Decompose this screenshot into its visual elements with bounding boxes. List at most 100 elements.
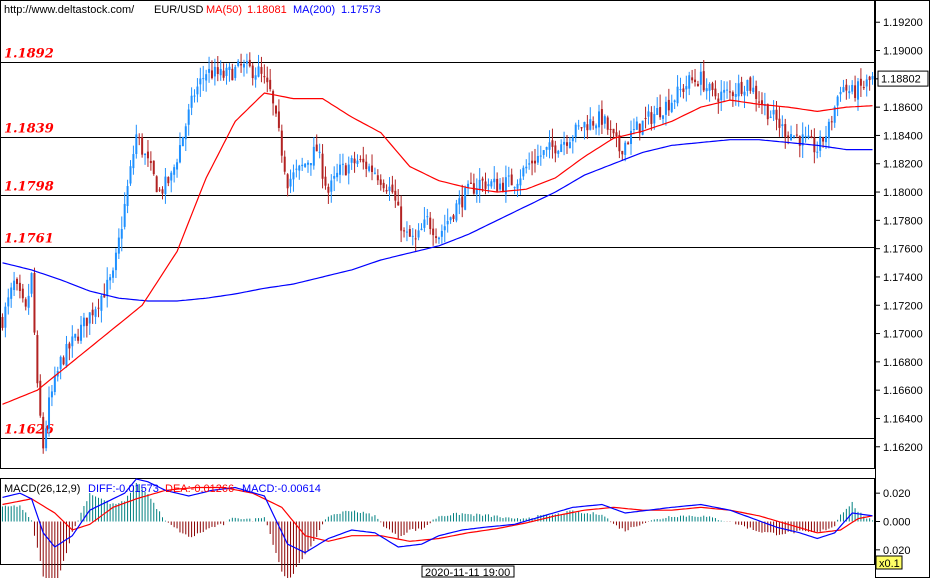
macd-diff-line bbox=[2, 478, 873, 554]
candle bbox=[851, 80, 854, 95]
price-tick-label: 1.18200 bbox=[883, 159, 923, 171]
candle bbox=[723, 81, 726, 103]
candle bbox=[10, 282, 13, 308]
candle bbox=[129, 160, 132, 186]
candle bbox=[330, 174, 333, 203]
candle bbox=[542, 150, 545, 159]
svg-text:1.18802: 1.18802 bbox=[881, 74, 921, 86]
candle bbox=[600, 100, 603, 134]
candle bbox=[792, 135, 795, 139]
candle bbox=[100, 294, 103, 323]
level-label-0: 1.1892 bbox=[4, 47, 54, 62]
candle bbox=[432, 218, 435, 246]
candle bbox=[528, 152, 531, 170]
candle bbox=[856, 77, 859, 111]
macd-panel[interactable] bbox=[0, 478, 875, 565]
candle bbox=[545, 146, 548, 157]
candle bbox=[263, 64, 266, 84]
candle bbox=[280, 124, 283, 163]
candle bbox=[533, 148, 536, 173]
candle bbox=[141, 133, 144, 158]
zoom-indicator[interactable]: x0.1 bbox=[875, 555, 903, 570]
macd-params-label: MACD(26,12,9) bbox=[4, 483, 80, 495]
candle bbox=[504, 165, 507, 203]
candle bbox=[758, 91, 761, 108]
price-panel[interactable] bbox=[0, 0, 875, 469]
candle bbox=[181, 136, 184, 147]
candle bbox=[592, 116, 595, 130]
candle bbox=[309, 163, 312, 176]
candle bbox=[673, 99, 676, 110]
candle bbox=[251, 62, 254, 86]
candle bbox=[662, 114, 665, 125]
candle bbox=[356, 154, 359, 168]
candle bbox=[152, 160, 155, 176]
candle bbox=[478, 168, 481, 203]
candle bbox=[871, 71, 874, 85]
price-axis[interactable] bbox=[875, 0, 930, 578]
candle bbox=[283, 150, 286, 175]
source-url[interactable]: http://www.deltastock.com/ bbox=[4, 4, 135, 16]
candle bbox=[664, 96, 667, 126]
price-tick-label: 1.17400 bbox=[883, 272, 923, 284]
candle bbox=[39, 374, 42, 418]
symbol-label: EUR/USD bbox=[154, 4, 204, 16]
candle bbox=[295, 159, 298, 178]
candle bbox=[606, 115, 609, 135]
candle bbox=[135, 124, 138, 159]
candle bbox=[7, 288, 10, 315]
candle bbox=[525, 159, 528, 174]
candle bbox=[205, 69, 208, 92]
candle bbox=[784, 118, 787, 149]
ma50-label: MA(50) bbox=[206, 4, 242, 16]
candle bbox=[452, 213, 455, 222]
candle bbox=[216, 56, 219, 82]
candle bbox=[365, 154, 368, 178]
candle bbox=[120, 216, 123, 252]
candle bbox=[371, 154, 374, 181]
candle bbox=[496, 172, 499, 192]
candle bbox=[149, 151, 152, 171]
candle bbox=[446, 208, 449, 233]
candle bbox=[734, 82, 737, 106]
candle bbox=[548, 130, 551, 159]
candle bbox=[563, 131, 566, 156]
candle bbox=[437, 236, 440, 244]
candle bbox=[810, 129, 813, 139]
macd-tick-label: 0.020 bbox=[883, 488, 911, 500]
candle bbox=[595, 123, 598, 135]
candle bbox=[420, 223, 423, 231]
svg-text:2020-11-11 19:00: 2020-11-11 19:00 bbox=[425, 567, 510, 578]
level-label-1: 1.1839 bbox=[4, 122, 54, 137]
level-label-2: 1.1798 bbox=[4, 180, 54, 195]
candle bbox=[824, 125, 827, 150]
candle bbox=[77, 328, 80, 344]
price-tick-label: 1.16400 bbox=[883, 413, 923, 425]
candle bbox=[667, 88, 670, 116]
candle bbox=[845, 78, 848, 100]
candle bbox=[59, 355, 62, 380]
candle bbox=[274, 104, 277, 117]
candle bbox=[33, 267, 36, 335]
candle bbox=[746, 79, 749, 97]
candle bbox=[353, 151, 356, 173]
candle bbox=[196, 78, 199, 103]
candle bbox=[397, 189, 400, 206]
candle bbox=[688, 71, 691, 96]
macd-axis-ticks: 0.020 0.000 0.020 bbox=[875, 488, 911, 557]
candle bbox=[344, 162, 347, 176]
candle bbox=[627, 141, 630, 145]
candle bbox=[842, 79, 845, 93]
candle bbox=[222, 63, 225, 81]
candle bbox=[260, 56, 263, 83]
candle bbox=[766, 103, 769, 126]
ma200-label: MA(200) bbox=[293, 4, 335, 16]
candle bbox=[790, 125, 793, 141]
candle bbox=[301, 157, 304, 171]
candle bbox=[71, 325, 74, 358]
candle bbox=[726, 81, 729, 99]
candle bbox=[339, 153, 342, 184]
candle bbox=[580, 127, 583, 132]
candle bbox=[644, 106, 647, 129]
candle bbox=[385, 184, 388, 194]
